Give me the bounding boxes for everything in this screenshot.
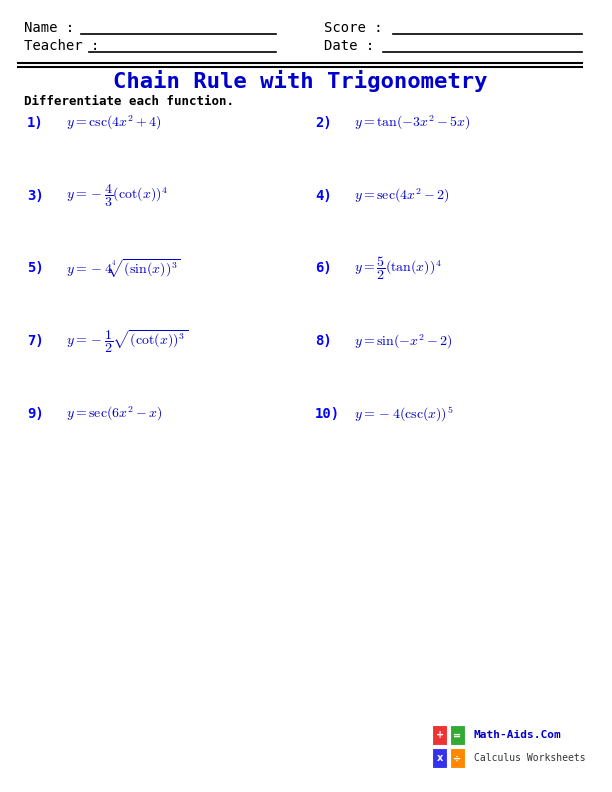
Text: $y = -\dfrac{4}{3}(\cot(x))^4$: $y = -\dfrac{4}{3}(\cot(x))^4$	[66, 182, 168, 209]
FancyBboxPatch shape	[432, 748, 447, 768]
Text: $y = \tan(-3x^2 - 5x)$: $y = \tan(-3x^2 - 5x)$	[354, 113, 471, 132]
Text: Name :: Name :	[24, 21, 74, 35]
Text: 4): 4)	[315, 188, 332, 203]
FancyBboxPatch shape	[450, 725, 465, 745]
Text: Score :: Score :	[324, 21, 383, 35]
Text: 8): 8)	[315, 334, 332, 348]
Text: 10): 10)	[315, 407, 340, 421]
Text: 5): 5)	[27, 261, 44, 276]
Text: x: x	[437, 753, 443, 763]
Text: Math-Aids.Com: Math-Aids.Com	[474, 730, 561, 741]
Text: 6): 6)	[315, 261, 332, 276]
Text: 2): 2)	[315, 116, 332, 130]
Text: 9): 9)	[27, 407, 44, 421]
Text: ÷: ÷	[453, 753, 461, 763]
Text: 1): 1)	[27, 116, 44, 130]
FancyBboxPatch shape	[450, 748, 465, 768]
Text: $y = -\dfrac{1}{2}\sqrt{(\cot(x))^3}$: $y = -\dfrac{1}{2}\sqrt{(\cot(x))^3}$	[66, 328, 188, 355]
Text: $y = -4\sqrt[4]{(\sin(x))^3}$: $y = -4\sqrt[4]{(\sin(x))^3}$	[66, 257, 181, 280]
Text: $y = \sec(6x^2 - x)$: $y = \sec(6x^2 - x)$	[66, 405, 163, 424]
Text: Chain Rule with Trigonometry: Chain Rule with Trigonometry	[113, 70, 488, 92]
Text: $y = \sec(4x^2 - 2)$: $y = \sec(4x^2 - 2)$	[354, 186, 450, 205]
Text: Differentiate each function.: Differentiate each function.	[24, 95, 234, 108]
Text: +: +	[436, 730, 444, 741]
Text: Calculus Worksheets: Calculus Worksheets	[474, 753, 586, 763]
Text: $y = -4(\csc(x))^5$: $y = -4(\csc(x))^5$	[354, 405, 453, 424]
Text: $y = \csc(4x^2 + 4)$: $y = \csc(4x^2 + 4)$	[66, 113, 162, 132]
Text: 3): 3)	[27, 188, 44, 203]
Text: $y = \dfrac{5}{2}(\tan(x))^4$: $y = \dfrac{5}{2}(\tan(x))^4$	[354, 255, 442, 282]
Text: $y = \sin(-x^2 - 2)$: $y = \sin(-x^2 - 2)$	[354, 332, 453, 351]
Text: Teacher :: Teacher :	[24, 39, 99, 53]
FancyBboxPatch shape	[432, 725, 447, 745]
Text: Date :: Date :	[324, 39, 375, 53]
Text: =: =	[453, 730, 461, 741]
Text: 7): 7)	[27, 334, 44, 348]
